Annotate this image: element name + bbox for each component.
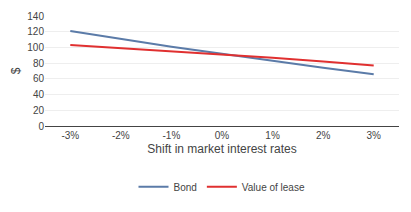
- svg-text:120: 120: [27, 26, 44, 37]
- svg-text:$: $: [9, 67, 23, 74]
- svg-text:2%: 2%: [316, 130, 331, 141]
- svg-text:Value of lease: Value of lease: [242, 182, 305, 193]
- svg-text:Bond: Bond: [174, 182, 197, 193]
- svg-text:-1%: -1%: [163, 130, 181, 141]
- svg-text:-2%: -2%: [112, 130, 130, 141]
- svg-text:40: 40: [33, 89, 45, 100]
- svg-text:20: 20: [33, 105, 45, 116]
- svg-text:3%: 3%: [366, 130, 381, 141]
- svg-text:140: 140: [27, 11, 44, 22]
- svg-text:1%: 1%: [265, 130, 280, 141]
- svg-text:60: 60: [33, 73, 45, 84]
- svg-text:-3%: -3%: [61, 130, 79, 141]
- svg-text:0: 0: [38, 121, 44, 132]
- svg-text:80: 80: [33, 58, 45, 69]
- svg-text:0%: 0%: [215, 130, 230, 141]
- svg-text:100: 100: [27, 42, 44, 53]
- svg-text:Shift in market interest rates: Shift in market interest rates: [147, 142, 296, 156]
